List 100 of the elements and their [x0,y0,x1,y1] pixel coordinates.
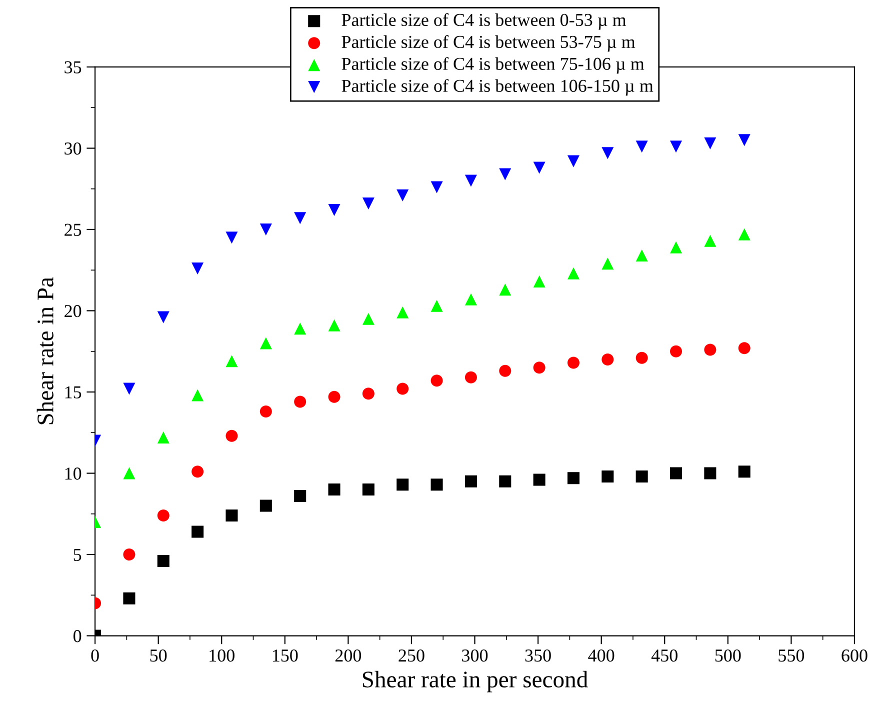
point [192,526,204,538]
point [670,345,682,358]
x-tick-label: 50 [150,649,167,662]
point [328,204,340,216]
point [157,431,170,444]
point [602,470,614,483]
x-axis-title: Shear rate in per second [362,670,588,692]
point [226,232,238,244]
x-tick-label: 200 [335,649,362,662]
y-tick-label: 10 [65,468,82,480]
point [362,197,374,210]
point [260,500,272,512]
point [670,467,682,480]
point [533,162,546,174]
point [499,364,512,377]
point [533,362,546,374]
point [636,249,648,262]
point [260,337,272,350]
point [738,134,750,146]
point [704,467,716,480]
point [670,241,682,254]
legend-label: Particle size of C4 is between 53-75 µ m [342,35,636,52]
y-tick-label: 30 [64,142,82,155]
point [294,490,306,502]
point [192,466,204,478]
point [226,355,238,368]
point [123,467,136,480]
point [294,322,306,335]
point [738,228,750,240]
x-tick-label: 600 [842,649,868,662]
x-tick-label: 400 [588,649,614,662]
y-tick-label: 20 [64,304,82,318]
y-tick-label: 25 [64,224,82,236]
point [704,137,716,150]
x-tick-label: 250 [398,649,424,662]
point [430,181,443,194]
point [362,312,374,325]
point [636,140,648,153]
point [567,155,580,168]
point [328,390,340,403]
point [328,483,340,496]
point [294,212,306,224]
point [362,483,374,496]
point [157,311,170,324]
y-tick-label: 0 [74,630,82,642]
point [362,388,374,400]
point [464,371,477,384]
point [396,306,409,318]
point [226,430,238,442]
point [396,189,409,202]
point [738,342,750,354]
point [123,382,136,395]
point [533,275,546,288]
point [636,352,648,364]
point [464,174,477,187]
y-tick-label: 15 [65,386,82,398]
point [704,344,716,356]
x-tick-label: 350 [525,649,551,662]
x-tick-label: 300 [462,649,488,662]
point [192,389,204,402]
legend-label: Particle size of C4 is between 106-150 µ m [342,79,654,96]
point [533,474,546,486]
point [636,470,648,483]
point [567,267,580,280]
point [430,300,443,312]
point [396,382,409,395]
point [670,140,682,153]
point [396,478,409,491]
point [328,319,340,332]
point [464,475,477,488]
point [123,548,136,561]
point [430,478,443,491]
point [430,374,443,387]
x-tick-label: 500 [715,649,741,662]
x-tick-label: 150 [272,649,298,662]
point [499,475,512,488]
point [499,168,512,180]
x-tick-label: 450 [651,649,678,662]
x-tick-label: 0 [91,649,99,662]
point [602,147,614,160]
point [123,592,136,604]
point [464,293,477,306]
y-axis-title: Shear rate in Pa [36,277,54,424]
x-tick-label: 100 [210,649,234,662]
point [260,405,272,418]
point [738,466,750,478]
point [157,509,170,522]
point [499,284,512,296]
point [602,353,614,366]
legend-label: Particle size of C4 is between 75-106 µ m [342,57,644,74]
point [567,472,580,484]
point [192,262,204,274]
point [567,356,580,369]
point [260,223,272,236]
point [602,258,614,270]
point [226,509,238,522]
point [157,554,170,568]
x-tick-label: 550 [778,649,804,662]
point [704,234,716,247]
legend-label: Particle size of C4 is between 0-53 µ m [342,13,626,30]
